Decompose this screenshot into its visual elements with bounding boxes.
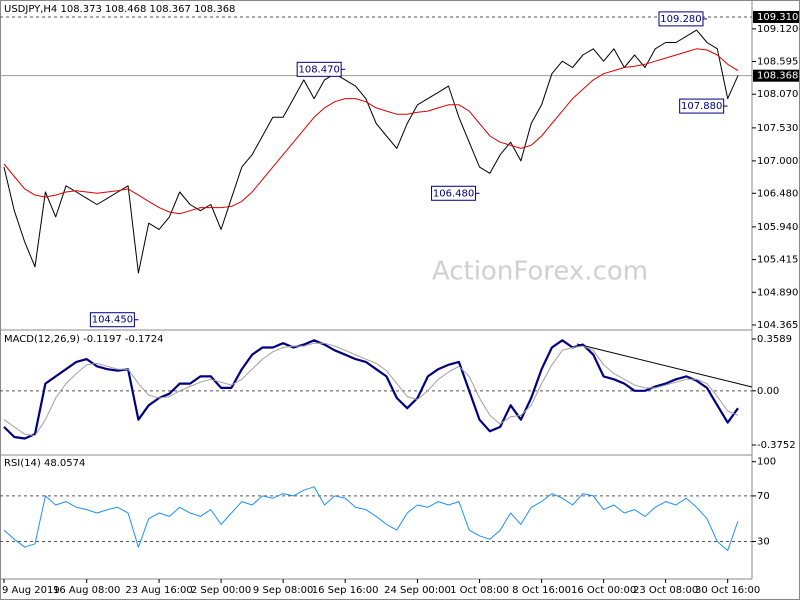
- x-tick-label: 23 Oct 08:00: [633, 585, 698, 596]
- trendline: [576, 343, 753, 388]
- y-tick-label: 100: [757, 457, 776, 468]
- series-line: [3, 342, 739, 437]
- annotation-box: [296, 61, 342, 77]
- series-line: [3, 486, 739, 552]
- y-tick-label: 109.120: [757, 24, 798, 35]
- y-tick-label: 0.00: [757, 386, 779, 397]
- x-tick-label: 9 Sep 08:00: [253, 585, 313, 596]
- y-tick-label: 105.940: [757, 222, 798, 233]
- annotation-box: [89, 312, 135, 328]
- panel-title: MACD(12,26,9) -0.1197 -0.1724: [4, 334, 164, 345]
- y-tick-label: 30: [757, 537, 770, 548]
- panel-title: RSI(14) 48.0574: [4, 458, 85, 469]
- y-tick-label: 106.480: [757, 188, 798, 199]
- x-tick-label: 16 Oct 00:00: [571, 585, 636, 596]
- series-line: [3, 29, 739, 274]
- y-tick-label: 107.530: [757, 123, 798, 134]
- x-tick-label: 23 Aug 16:00: [125, 585, 192, 596]
- annotation-label: 104.450: [92, 315, 133, 326]
- y-tick-label: 108.595: [757, 57, 798, 68]
- x-tick-label: 24 Sep 00:00: [384, 585, 451, 596]
- annotation-label: 107.880: [681, 101, 722, 112]
- level-label-box: [753, 69, 799, 82]
- x-tick-label: 16 Sep 16:00: [312, 585, 379, 596]
- level-label-box: [753, 11, 799, 24]
- y-tick-label: 107.000: [757, 156, 798, 167]
- y-tick-label: 105.415: [757, 255, 798, 266]
- y-tick-label: 0.3589: [757, 334, 792, 345]
- annotation-label: 106.480: [433, 188, 474, 199]
- y-tick-label: 104.365: [757, 320, 798, 331]
- x-tick-label: 9 Aug 2019: [2, 585, 60, 596]
- y-tick-label: -0.3752: [757, 440, 796, 451]
- watermark: ActionForex.com: [432, 257, 648, 287]
- level-label: 109.310: [757, 12, 798, 23]
- panel-title: USDJPY,H4 108.373 108.468 108.367 108.36…: [4, 4, 235, 15]
- x-tick-label: 8 Oct 16:00: [512, 585, 571, 596]
- annotation-label: 108.470: [298, 64, 339, 75]
- x-tick-label: 2 Sep 00:00: [191, 585, 251, 596]
- series-line: [3, 48, 739, 215]
- annotation-box: [679, 98, 725, 114]
- y-tick-label: 70: [757, 491, 770, 502]
- level-label: 108.368: [757, 71, 798, 82]
- x-tick-label: 16 Aug 08:00: [53, 585, 120, 596]
- y-tick-label: 108.070: [757, 89, 798, 100]
- annotation-box: [431, 185, 477, 201]
- y-tick-label: 104.890: [757, 287, 798, 298]
- x-tick-label: 30 Oct 16:00: [695, 585, 760, 596]
- annotation-box: [658, 11, 704, 27]
- x-tick-label: 1 Oct 08:00: [450, 585, 509, 596]
- annotation-label: 109.280: [660, 14, 701, 25]
